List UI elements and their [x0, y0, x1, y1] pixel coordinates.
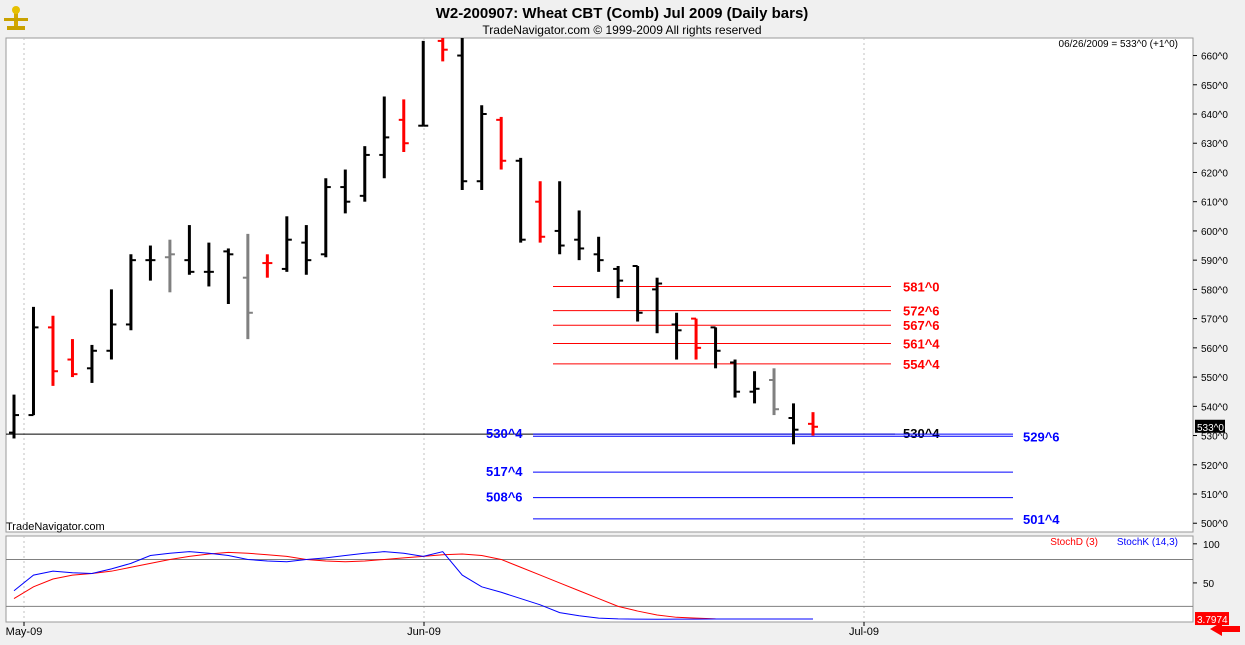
level-label: 501^4	[1023, 512, 1060, 527]
y-tick-label: 640^0	[1201, 110, 1228, 121]
y-tick-label: 600^0	[1201, 227, 1228, 238]
watermark-text: TradeNavigator.com	[6, 521, 105, 533]
price-plot-area	[5, 37, 1194, 533]
y-tick-label: 650^0	[1201, 81, 1228, 92]
stoch-k-legend: StochK (14,3)	[1117, 537, 1178, 548]
stoch-y-tick-label: 100	[1203, 540, 1220, 551]
y-tick-label: 530^0	[1201, 432, 1228, 443]
level-label: 529^6	[1023, 429, 1060, 444]
y-tick-label: 500^0	[1201, 519, 1228, 530]
stoch-k-line	[13, 551, 813, 620]
level-label: 517^4	[486, 464, 523, 479]
level-label: 554^4	[903, 357, 940, 372]
stochastic-plot-area	[5, 535, 1194, 623]
y-tick-label: 660^0	[1201, 52, 1228, 63]
stoch-last-value-label: 3.7974	[1197, 615, 1228, 626]
chart-subtitle: TradeNavigator.com © 1999-2009 All right…	[482, 23, 761, 37]
stoch-y-tick-label: 50	[1203, 579, 1215, 590]
y-tick-label: 610^0	[1201, 198, 1228, 209]
scroll-left-arrow-icon[interactable]	[1210, 622, 1240, 636]
x-tick-label: Jul-09	[849, 626, 879, 638]
y-tick-label: 580^0	[1201, 285, 1228, 296]
trade-navigator-logo-icon	[4, 6, 28, 30]
x-tick-label: May-09	[6, 626, 43, 638]
level-label: 581^0	[903, 279, 940, 294]
x-tick-label: Jun-09	[407, 626, 441, 638]
stoch-d-line	[13, 551, 813, 620]
y-tick-label: 520^0	[1201, 461, 1228, 472]
chart-title: W2-200907: Wheat CBT (Comb) Jul 2009 (Da…	[436, 5, 809, 22]
level-label: 561^4	[903, 336, 940, 351]
y-tick-label: 630^0	[1201, 139, 1228, 150]
y-tick-label: 570^0	[1201, 315, 1228, 326]
level-label: 530^4	[486, 426, 523, 441]
y-tick-label: 550^0	[1201, 373, 1228, 384]
y-tick-label: 620^0	[1201, 168, 1228, 179]
y-tick-label: 510^0	[1201, 490, 1228, 501]
level-label: 567^6	[903, 318, 940, 333]
last-price-label: 533^0	[1197, 423, 1224, 434]
y-tick-label: 540^0	[1201, 402, 1228, 413]
level-label: 572^6	[903, 304, 940, 319]
y-tick-label: 560^0	[1201, 344, 1228, 355]
level-label: 508^6	[486, 490, 523, 505]
price-readout: 06/26/2009 = 533^0 (+1^0)	[1059, 39, 1178, 50]
y-tick-label: 590^0	[1201, 256, 1228, 267]
last-price-box	[1195, 419, 1225, 433]
stoch-last-value-box	[1195, 612, 1229, 626]
stoch-d-legend: StochD (3)	[1050, 537, 1098, 548]
